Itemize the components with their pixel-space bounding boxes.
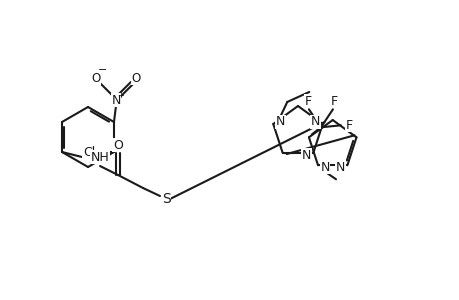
Text: F: F (345, 119, 352, 132)
Text: F: F (330, 95, 337, 108)
Text: S: S (161, 192, 170, 206)
Text: −: − (98, 65, 107, 75)
Text: N: N (301, 148, 310, 161)
Text: N: N (319, 161, 329, 174)
Text: N: N (335, 161, 344, 174)
Text: O: O (113, 139, 123, 152)
Text: NH: NH (91, 151, 110, 164)
Text: N: N (111, 94, 120, 106)
Text: N: N (275, 116, 284, 128)
Text: O: O (91, 71, 101, 85)
Text: Cl: Cl (83, 146, 95, 158)
Text: +: + (118, 91, 124, 100)
Text: O: O (131, 71, 140, 85)
Text: N: N (310, 116, 320, 128)
Text: F: F (304, 95, 311, 108)
